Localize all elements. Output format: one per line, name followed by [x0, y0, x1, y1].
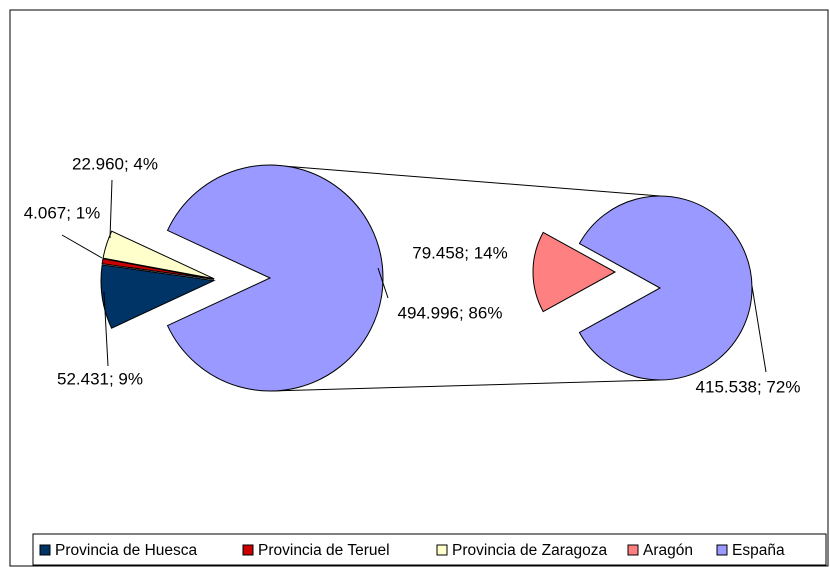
leader-line [61, 234, 103, 259]
legend-label: Provincia de Huesca [55, 542, 198, 559]
legend-swatch [436, 544, 448, 556]
legend-box [32, 533, 827, 566]
legend-swatch [39, 544, 51, 556]
data-label: 52.431; 9% [57, 369, 143, 388]
leader-line [751, 285, 767, 373]
data-label: 79.458; 14% [412, 243, 507, 262]
legend-label: Provincia de Teruel [258, 542, 390, 559]
data-label: 4.067; 1% [24, 203, 101, 222]
legend-swatch [627, 544, 639, 556]
legend-swatch [242, 544, 254, 556]
leader-line [377, 267, 389, 299]
pie-slice [100, 264, 216, 329]
leader-line [109, 179, 113, 239]
connector [269, 379, 661, 392]
legend-label: Provincia de Zaragoza [452, 542, 607, 559]
connector [269, 164, 661, 197]
legend-swatch [716, 544, 728, 556]
legend-label: España [732, 542, 785, 559]
data-label: 22.960; 4% [72, 154, 158, 173]
pie-slice [102, 230, 215, 280]
data-label: 415.538; 72% [696, 377, 801, 396]
pie-slice [532, 231, 617, 313]
pie-slice [166, 164, 384, 392]
pie-slice [101, 258, 215, 280]
leader-line [103, 291, 109, 367]
data-label: 494.996; 86% [398, 303, 503, 322]
legend-label: Aragón [643, 542, 693, 559]
